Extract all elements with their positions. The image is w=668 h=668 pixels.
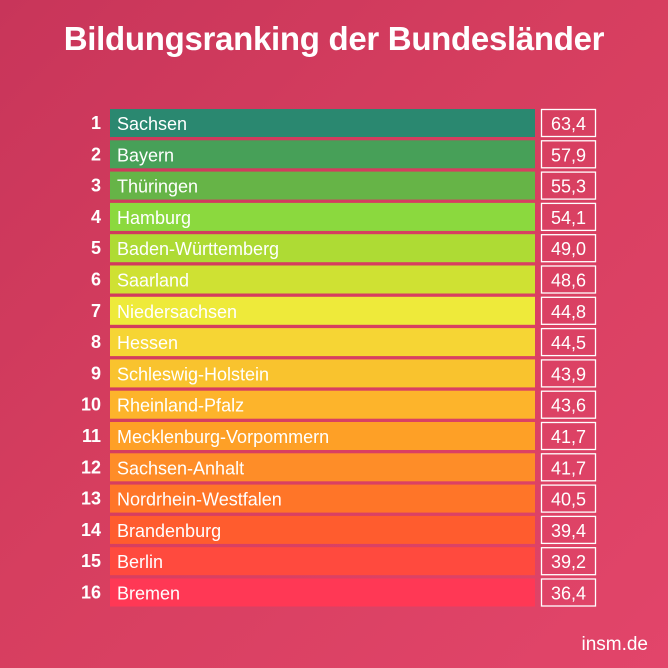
value-label: 40,5: [551, 490, 586, 510]
bar: [110, 202, 535, 231]
value-label: 41,7: [551, 427, 586, 447]
state-label: Bayern: [117, 145, 174, 165]
value-label: 41,7: [551, 458, 586, 478]
state-label: Hamburg: [117, 208, 191, 228]
value-label: 39,2: [551, 552, 586, 572]
bar: [110, 515, 535, 544]
state-label: Sachsen-Anhalt: [117, 458, 244, 478]
value-box: [540, 202, 597, 232]
state-label: Schleswig-Holstein: [117, 364, 269, 384]
chart-title: Bildungsranking der Bundesländer: [63, 20, 605, 57]
rank-label: 2: [91, 144, 101, 164]
bar: [110, 234, 535, 263]
rank-label: 8: [91, 332, 101, 352]
value-box: [540, 390, 597, 419]
bar: [110, 265, 535, 294]
rank-label: 14: [81, 520, 101, 540]
state-label: Thüringen: [117, 177, 198, 197]
bar: [110, 140, 535, 169]
value-box: [540, 296, 597, 325]
state-label: Brandenburg: [117, 521, 221, 541]
value-box: [540, 234, 597, 263]
value-box: [540, 421, 597, 451]
state-label: Sachsen: [117, 114, 187, 134]
bar: [110, 547, 535, 576]
rank-label: 9: [91, 363, 101, 383]
value-label: 54,1: [551, 208, 586, 228]
rank-label: 3: [91, 176, 101, 196]
value-label: 39,4: [551, 521, 586, 541]
value-label: 44,5: [551, 333, 586, 353]
rank-label: 16: [81, 583, 101, 603]
bar: [110, 578, 535, 607]
value-box: [540, 453, 597, 482]
value-box: [540, 265, 597, 294]
bar: [110, 422, 535, 450]
rank-label: 5: [91, 238, 101, 258]
state-label: Rheinland-Pfalz: [117, 396, 244, 416]
value-label: 57,9: [551, 145, 586, 165]
value-label: 43,6: [551, 396, 586, 416]
state-label: Niedersachsen: [117, 302, 237, 322]
state-label: Berlin: [117, 552, 163, 572]
state-label: Bremen: [117, 584, 180, 604]
bar: [110, 328, 535, 357]
rank-label: 13: [81, 489, 101, 509]
rank-label: 4: [91, 207, 101, 227]
bar: [110, 453, 535, 482]
value-box: [540, 171, 597, 200]
value-label: 43,9: [551, 364, 586, 384]
value-box: [540, 140, 597, 169]
value-box: [540, 359, 597, 388]
rank-label: 1: [91, 113, 101, 133]
source-label: insm.de: [581, 634, 648, 655]
value-box: [540, 515, 597, 545]
value-label: 44,8: [551, 302, 586, 322]
value-label: 55,3: [551, 177, 586, 197]
value-label: 48,6: [551, 271, 586, 291]
state-label: Saarland: [117, 271, 189, 291]
rank-label: 11: [82, 426, 101, 446]
value-label: 63,4: [551, 114, 586, 134]
value-box: [540, 484, 597, 513]
rank-label: 6: [91, 270, 101, 290]
bar: [110, 484, 535, 513]
value-box: [540, 327, 597, 357]
state-label: Hessen: [117, 333, 178, 353]
bar: [110, 296, 535, 325]
bar: [110, 359, 535, 388]
value-box: [540, 547, 597, 576]
bar: [110, 390, 535, 419]
value-box: [540, 578, 597, 607]
state-label: Baden-Württemberg: [117, 239, 279, 259]
state-label: Nordrhein-Westfalen: [117, 490, 282, 510]
bar: [110, 109, 535, 137]
rank-label: 7: [91, 301, 101, 321]
rank-label: 15: [81, 551, 101, 571]
bar: [110, 171, 535, 200]
value-box: [540, 108, 597, 138]
value-label: 36,4: [551, 584, 586, 604]
rank-label: 12: [81, 457, 101, 477]
value-label: 49,0: [551, 239, 586, 259]
state-label: Mecklenburg-Vorpommern: [117, 427, 329, 447]
rank-label: 10: [81, 395, 101, 415]
